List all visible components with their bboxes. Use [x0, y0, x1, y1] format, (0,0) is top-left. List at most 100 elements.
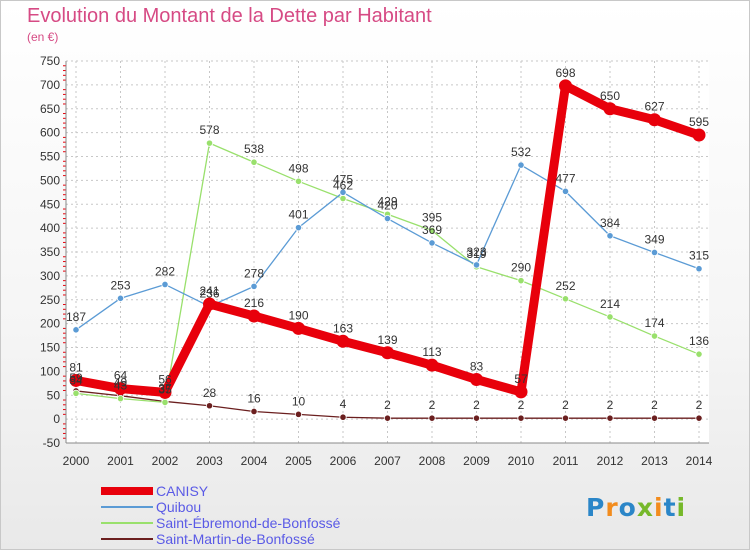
data-label: 498 [288, 161, 308, 175]
data-label: 214 [600, 297, 620, 311]
data-point [294, 224, 303, 232]
y-tick-label: 300 [40, 269, 60, 283]
y-tick-label: 250 [40, 293, 60, 307]
data-label: 81 [69, 360, 83, 374]
legend-item: CANISY [101, 483, 421, 499]
data-point [383, 414, 392, 422]
x-tick-label: 2005 [285, 454, 312, 468]
data-point [606, 313, 614, 321]
data-label: 2 [562, 398, 569, 412]
data-label: 462 [333, 179, 353, 193]
data-label: 282 [155, 264, 175, 278]
data-point [650, 332, 659, 340]
data-label: 420 [377, 199, 397, 213]
data-point [428, 414, 436, 422]
x-tick-label: 2001 [107, 454, 134, 468]
data-label: 650 [600, 89, 620, 103]
logo-letter: o [618, 493, 637, 522]
data-point [470, 372, 483, 386]
data-point [472, 414, 481, 422]
y-tick-label: 350 [40, 245, 60, 259]
data-label: 698 [555, 66, 575, 80]
y-tick-label: 500 [40, 173, 60, 187]
data-label: 2 [473, 398, 480, 412]
legend-label: CANISY [156, 483, 209, 499]
data-point [559, 79, 572, 93]
logo-letter: x [636, 493, 654, 522]
legend-swatch [101, 506, 153, 508]
data-label: 278 [244, 266, 264, 280]
data-point [205, 139, 214, 147]
data-point [517, 161, 525, 169]
x-tick-label: 2008 [419, 454, 446, 468]
data-label: 236 [199, 286, 219, 300]
data-label: 216 [244, 296, 264, 310]
data-label: 83 [470, 359, 484, 373]
data-label: 43 [114, 379, 128, 393]
data-point [695, 414, 703, 422]
chart-title: Evolution du Montant de la Dette par Hab… [27, 5, 432, 27]
legend-label: Saint-Ébremond-de-Bonfossé [156, 515, 341, 531]
data-point [205, 402, 214, 410]
legend-label: Quibou [156, 499, 202, 515]
data-point [650, 414, 659, 422]
data-point [114, 382, 127, 396]
data-label: 252 [555, 279, 575, 293]
x-tick-label: 2002 [152, 454, 179, 468]
data-point [603, 102, 617, 116]
data-label: 2 [429, 398, 436, 412]
data-point [247, 309, 261, 323]
logo-letter: i [676, 493, 687, 522]
data-point [606, 232, 614, 240]
data-point [383, 214, 392, 223]
data-point [158, 385, 172, 399]
chart-legend: CANISY Quibou Saint-Ébremond-de-Bonfossé Sa… [101, 483, 421, 547]
legend-item: Quibou [101, 499, 421, 515]
legend-item: Saint-Martin-de-Bonfossé [101, 531, 421, 547]
data-point [695, 265, 703, 273]
x-tick-label: 2004 [241, 454, 268, 468]
data-label: 59 [69, 371, 83, 385]
data-label: 57 [514, 372, 528, 386]
x-tick-label: 2011 [553, 454, 579, 468]
data-label: 595 [689, 115, 709, 129]
x-tick-label: 2009 [463, 454, 490, 468]
data-point [250, 158, 258, 166]
y-tick-label: 400 [40, 221, 60, 235]
y-tick-label: 450 [40, 197, 60, 211]
logo-letter: P [586, 493, 606, 522]
y-tick-label: 750 [40, 54, 60, 68]
y-tick-label: 100 [40, 364, 60, 378]
data-point [336, 334, 350, 348]
data-point [72, 326, 80, 334]
data-label: 187 [66, 310, 86, 324]
data-label: 578 [199, 123, 219, 137]
data-label: 319 [466, 247, 486, 261]
data-label: 28 [203, 386, 217, 400]
chart-subtitle: (en €) [27, 30, 59, 44]
logo-letter: t [663, 493, 677, 522]
data-label: 401 [288, 208, 308, 222]
data-point [292, 321, 305, 335]
legend-swatch [101, 487, 153, 495]
data-label: 290 [511, 261, 531, 275]
data-label: 323 [466, 245, 486, 259]
data-point [695, 350, 703, 358]
data-label: 16 [247, 391, 261, 405]
data-point [561, 187, 570, 195]
data-label: 174 [644, 316, 664, 330]
y-tick-label: 550 [40, 150, 60, 164]
data-point [161, 280, 169, 289]
data-point [514, 385, 528, 399]
data-point [294, 177, 303, 185]
data-label: 10 [292, 394, 306, 408]
data-label: 2 [607, 398, 614, 412]
data-point [561, 414, 570, 422]
data-label: 532 [511, 145, 531, 159]
y-tick-label: 150 [40, 341, 60, 355]
data-label: 113 [422, 345, 441, 359]
data-label: 477 [555, 171, 575, 185]
data-label: 315 [689, 249, 709, 263]
